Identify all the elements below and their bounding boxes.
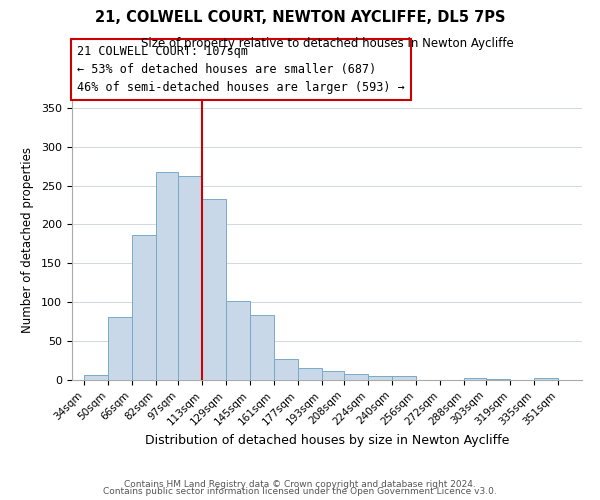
Text: 21, COLWELL COURT, NEWTON AYCLIFFE, DL5 7PS: 21, COLWELL COURT, NEWTON AYCLIFFE, DL5 … xyxy=(95,10,505,25)
Text: Contains public sector information licensed under the Open Government Licence v3: Contains public sector information licen… xyxy=(103,488,497,496)
Bar xyxy=(298,368,322,380)
Bar xyxy=(534,378,558,380)
Bar xyxy=(178,176,202,380)
Bar xyxy=(486,379,510,380)
Bar xyxy=(344,374,368,380)
Text: Contains HM Land Registry data © Crown copyright and database right 2024.: Contains HM Land Registry data © Crown c… xyxy=(124,480,476,489)
Bar xyxy=(250,314,274,380)
X-axis label: Distribution of detached houses by size in Newton Aycliffe: Distribution of detached houses by size … xyxy=(145,434,509,446)
Bar xyxy=(156,172,178,380)
Bar xyxy=(464,378,486,380)
Bar xyxy=(226,300,250,380)
Bar xyxy=(368,376,392,380)
Bar xyxy=(108,317,132,380)
Text: 21 COLWELL COURT: 107sqm
← 53% of detached houses are smaller (687)
46% of semi-: 21 COLWELL COURT: 107sqm ← 53% of detach… xyxy=(77,46,405,94)
Bar xyxy=(274,359,298,380)
Y-axis label: Number of detached properties: Number of detached properties xyxy=(21,147,34,333)
Bar xyxy=(84,376,108,380)
Title: Size of property relative to detached houses in Newton Aycliffe: Size of property relative to detached ho… xyxy=(140,37,514,50)
Bar xyxy=(392,376,416,380)
Bar xyxy=(202,199,226,380)
Bar xyxy=(322,370,344,380)
Bar xyxy=(132,234,156,380)
